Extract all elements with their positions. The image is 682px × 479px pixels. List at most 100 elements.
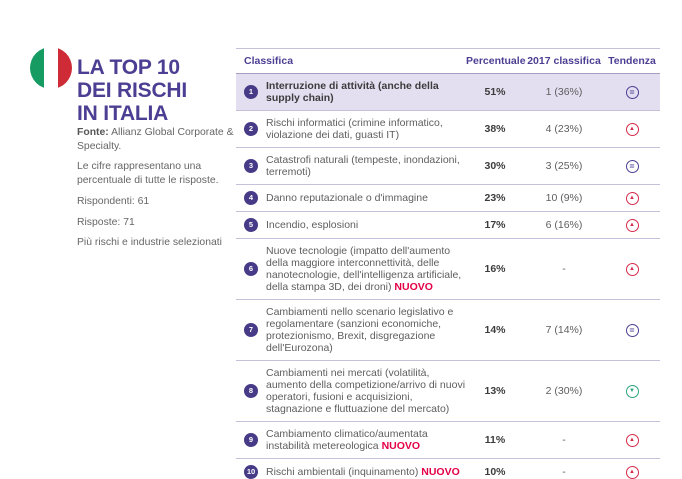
respondents-note: Rispondenti: 61: [77, 195, 150, 207]
selection-note: Più rischi e industrie selezionati: [77, 237, 222, 249]
nuovo-badge: NUOVO: [381, 440, 421, 452]
percent-cell: 23%: [484, 192, 506, 204]
rank-badge: 7: [244, 323, 258, 337]
trend-cell: =: [604, 159, 660, 173]
trend-equal-icon: =: [625, 323, 639, 337]
previous-rank-cell: 1 (36%): [545, 86, 583, 98]
trend-cell: =: [604, 85, 660, 99]
trend-up-icon: ▲: [625, 122, 639, 136]
risk-label: Nuove tecnologie (impatto dell'aumento d…: [266, 245, 462, 293]
risk-cell: 1 Interruzione di attività (anche della s…: [236, 80, 466, 104]
previous-rank-cell: -: [562, 466, 566, 478]
italy-flag-icon: [30, 47, 72, 89]
table-body: 1 Interruzione di attività (anche della s…: [236, 74, 660, 479]
header-classifica: Classifica: [244, 55, 294, 67]
rank-badge: 4: [244, 191, 258, 205]
percent-cell: 13%: [484, 385, 506, 397]
page-title: LA TOP 10 DEI RISCHI IN ITALIA: [77, 56, 237, 125]
risk-label: Cambiamenti nei mercati (volatilità, aum…: [266, 367, 466, 415]
trend-equal-icon: =: [625, 159, 639, 173]
risk-cell: 6 Nuove tecnologie (impatto dell'aumento …: [236, 245, 466, 293]
risk-label: Cambiamento climatico/aumentata instabil…: [266, 428, 428, 452]
percent-cell: 38%: [484, 123, 506, 135]
previous-rank-cell: 7 (14%): [545, 324, 583, 336]
nuovo-badge: NUOVO: [421, 466, 460, 478]
risk-cell: 8 Cambiamenti nei mercati (volatilità, au…: [236, 367, 466, 415]
risk-label: Rischi informatici (crimine informatico,…: [266, 117, 443, 141]
trend-cell: =: [604, 323, 660, 337]
trend-cell: ▲: [604, 191, 660, 205]
nuovo-badge: NUOVO: [394, 281, 433, 293]
previous-rank-cell: -: [562, 263, 566, 275]
percent-cell: 16%: [484, 263, 506, 275]
previous-rank-cell: 6 (16%): [545, 219, 583, 231]
rank-badge: 1: [244, 85, 258, 99]
trend-cell: ▲: [604, 433, 660, 447]
trend-down-icon: ▼: [625, 384, 639, 398]
source-label: Fonte:: [77, 127, 109, 138]
rank-badge: 9: [244, 433, 258, 447]
risk-cell: 2 Rischi informatici (crimine informatico…: [236, 117, 466, 141]
trend-up-icon: ▲: [625, 465, 639, 479]
risk-table: Classifica Percentuale 2017 classifica T…: [236, 48, 660, 479]
trend-cell: ▲: [604, 122, 660, 136]
header-percentuale: Percentuale: [466, 55, 526, 67]
table-row: 5 Incendio, esplosioni 17% 6 (16%) ▲: [236, 212, 660, 239]
percent-cell: 14%: [484, 324, 506, 336]
previous-rank-cell: 2 (30%): [545, 385, 583, 397]
rank-badge: 6: [244, 262, 258, 276]
risk-cell: 5 Incendio, esplosioni: [236, 218, 466, 232]
risk-label: Incendio, esplosioni: [266, 219, 359, 231]
risk-label: Interruzione di attività (anche della su…: [266, 80, 439, 104]
percent-cell: 51%: [484, 86, 506, 98]
method-note: Le cifre rappresentano una percentuale d…: [77, 161, 219, 187]
page-title-line: LA TOP 10: [77, 56, 180, 80]
table-row: 4 Danno reputazionale o d'immagine 23% 10 (…: [236, 185, 660, 212]
trend-cell: ▲: [604, 218, 660, 232]
trend-cell: ▲: [604, 465, 660, 479]
page-title-line: DEI RISCHI: [77, 79, 188, 103]
risk-cell: 4 Danno reputazionale o d'immagine: [236, 191, 466, 205]
table-row: 3 Catastrofi naturali (tempeste, inondazi…: [236, 148, 660, 185]
table-row: 6 Nuove tecnologie (impatto dell'aumento …: [236, 239, 660, 300]
header-2017-classifica: 2017 classifica: [527, 55, 601, 67]
previous-rank-cell: 10 (9%): [545, 192, 583, 204]
source-text: Allianz Global Corporate & Specialty.: [77, 127, 234, 152]
table-row: 2 Rischi informatici (crimine informatico…: [236, 111, 660, 148]
table-row: 10 Rischi ambientali (inquinamento) NUOVO…: [236, 459, 660, 479]
table-row: 8 Cambiamenti nei mercati (volatilità, au…: [236, 361, 660, 422]
risk-label: Cambiamenti nello scenario legislativo e…: [266, 306, 454, 354]
trend-up-icon: ▲: [625, 262, 639, 276]
rank-badge: 8: [244, 384, 258, 398]
risk-cell: 3 Catastrofi naturali (tempeste, inondazi…: [236, 154, 466, 178]
header-tendenza: Tendenza: [608, 55, 656, 67]
page-title-line: IN ITALIA: [77, 102, 169, 126]
percent-cell: 30%: [484, 160, 506, 172]
table-header: Classifica Percentuale 2017 classifica T…: [236, 48, 660, 74]
trend-up-icon: ▲: [625, 218, 639, 232]
previous-rank-cell: 4 (23%): [545, 123, 583, 135]
previous-rank-cell: 3 (25%): [545, 160, 583, 172]
trend-up-icon: ▲: [625, 433, 639, 447]
responses-note: Risposte: 71: [77, 216, 135, 228]
trend-cell: ▲: [604, 262, 660, 276]
percent-cell: 17%: [484, 219, 506, 231]
table-row: 1 Interruzione di attività (anche della s…: [236, 74, 660, 111]
percent-cell: 11%: [484, 434, 506, 446]
risk-cell: 9 Cambiamento climatico/aumentata instabi…: [236, 428, 466, 452]
trend-up-icon: ▲: [625, 191, 639, 205]
risk-label: Rischi ambientali (inquinamento) NUOVO: [266, 466, 460, 478]
risk-label: Danno reputazionale o d'immagine: [266, 192, 428, 204]
risk-cell: 7 Cambiamenti nello scenario legislativo …: [236, 306, 466, 354]
risk-label: Catastrofi naturali (tempeste, inondazio…: [266, 154, 460, 178]
rank-badge: 3: [244, 159, 258, 173]
rank-badge: 5: [244, 218, 258, 232]
trend-cell: ▼: [604, 384, 660, 398]
risk-cell: 10 Rischi ambientali (inquinamento) NUOVO: [236, 465, 466, 479]
rank-badge: 2: [244, 122, 258, 136]
trend-equal-icon: =: [625, 85, 639, 99]
rank-badge: 10: [244, 465, 258, 479]
source-note: Fonte: Allianz Global Corporate & Specia…: [77, 126, 247, 153]
percent-cell: 10%: [484, 466, 506, 478]
